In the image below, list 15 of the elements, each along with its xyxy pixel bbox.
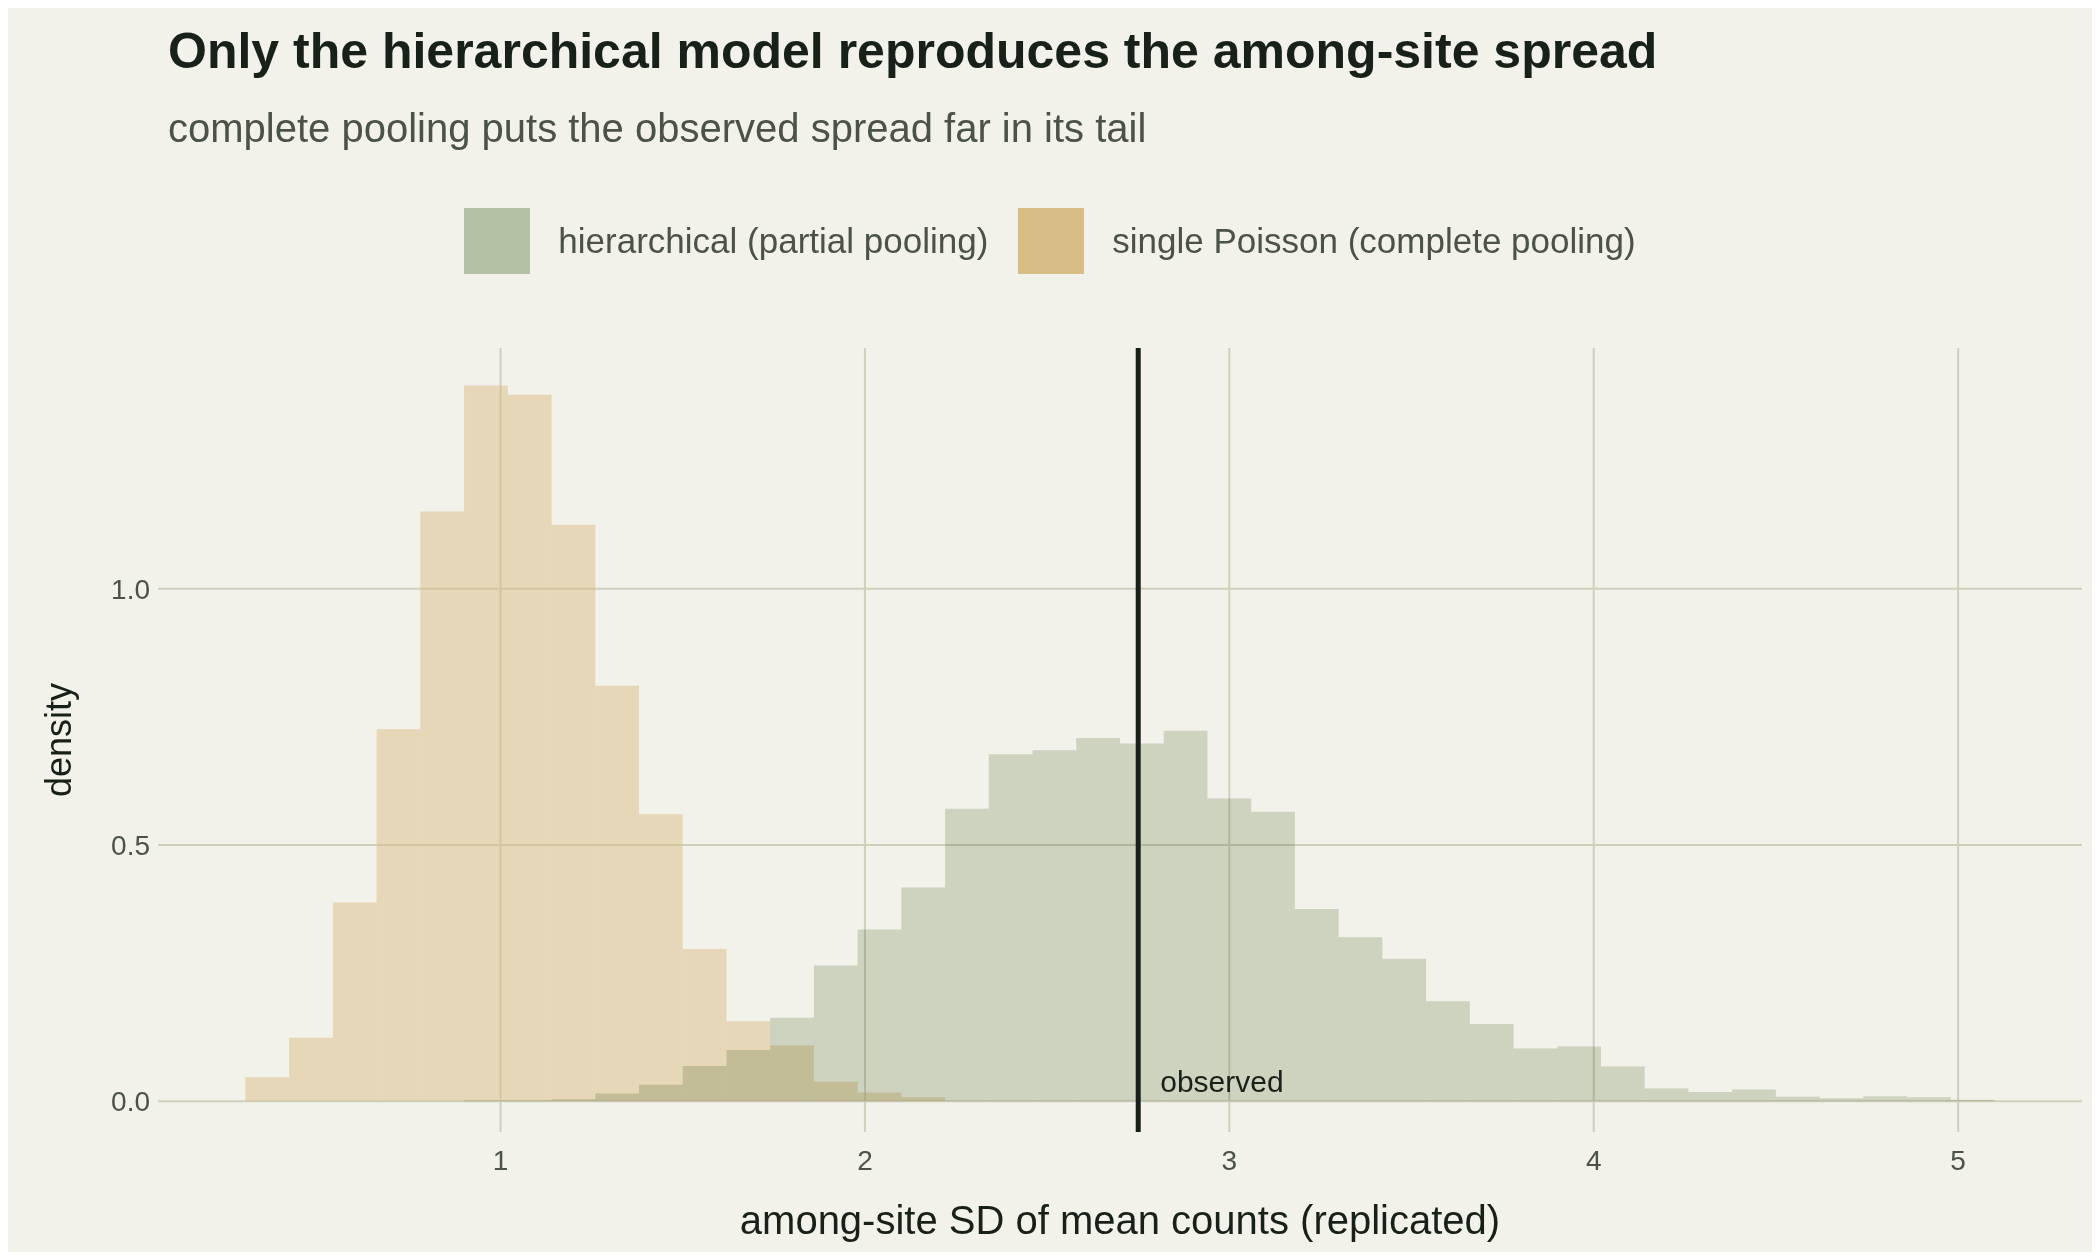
legend-label: hierarchical (partial pooling)	[558, 221, 989, 261]
chart-subtitle: complete pooling puts the observed spread far in its tail	[168, 106, 1147, 151]
x-tick-label: 2	[857, 1144, 873, 1176]
x-tick-label: 5	[1950, 1144, 1966, 1176]
x-tick-label: 1	[492, 1144, 509, 1176]
y-tick-label: 0.0	[111, 1086, 150, 1118]
x-tick-label: 3	[1221, 1144, 1238, 1176]
ref-line-label: observed	[1160, 1065, 1284, 1098]
x-tick-label: 4	[1585, 1144, 1602, 1176]
y-tick-label: 0.5	[111, 829, 150, 861]
chart-title: Only the hierarchical model reproduces the among-site spread	[168, 22, 1658, 80]
x-axis-title: among-site SD of mean counts (replicated)	[739, 1198, 1501, 1242]
legend-label: single Poisson (complete pooling)	[1112, 221, 1636, 261]
y-axis-title: density	[37, 682, 79, 798]
y-tick-label: 1.0	[111, 573, 150, 605]
